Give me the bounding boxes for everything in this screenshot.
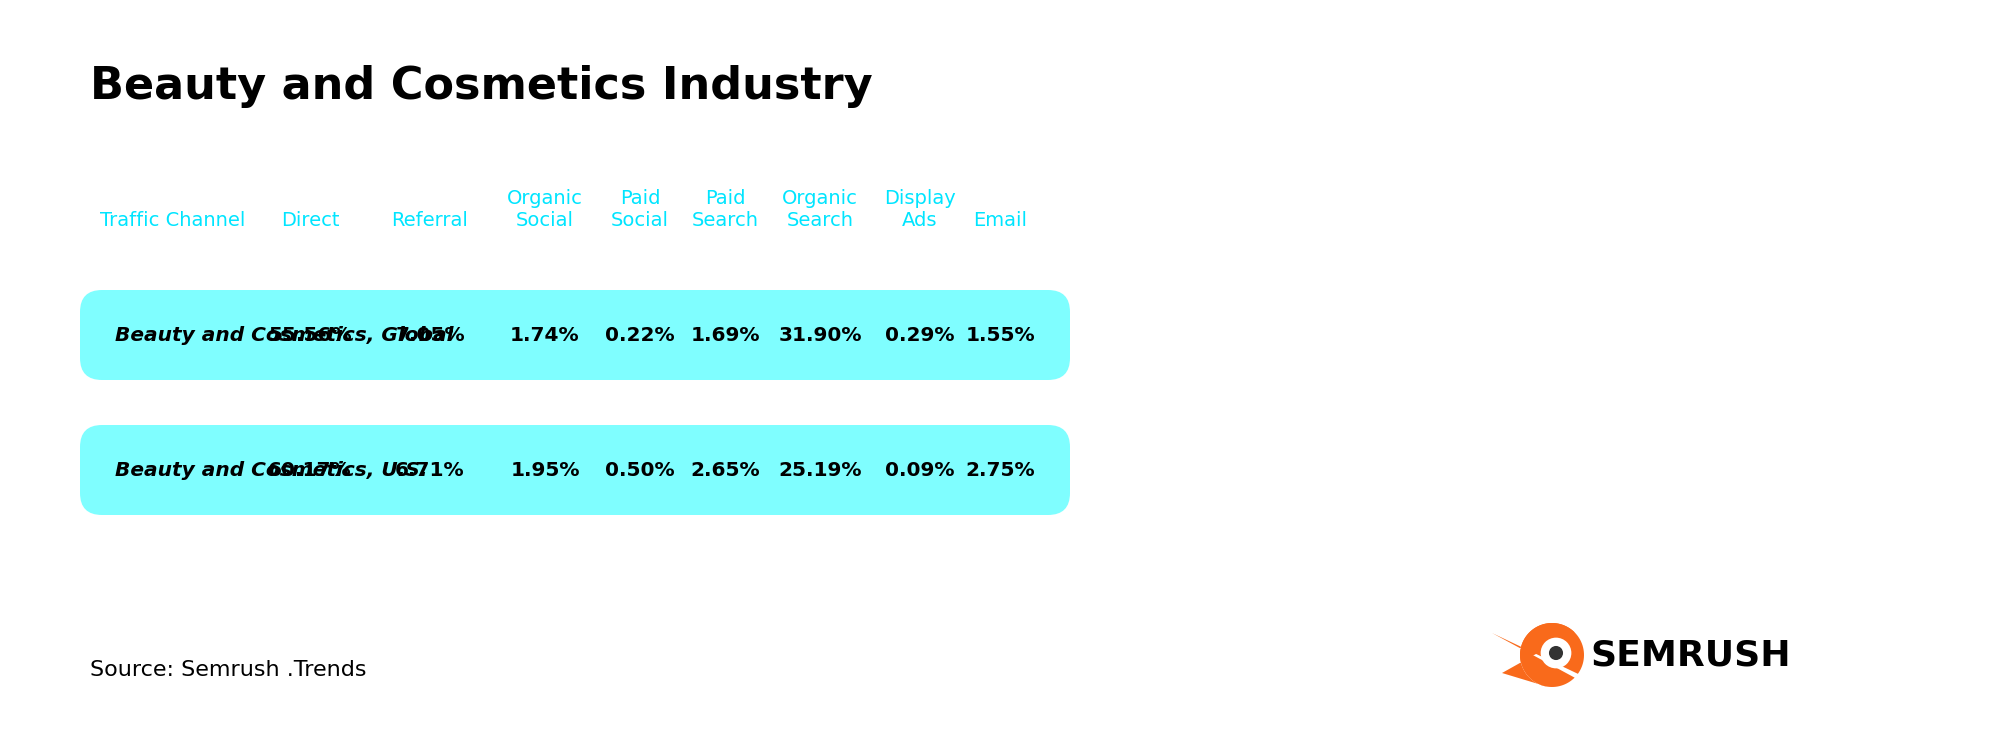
Text: Direct: Direct	[280, 211, 340, 230]
Circle shape	[1540, 638, 1572, 668]
Text: Traffic Channel: Traffic Channel	[100, 211, 246, 230]
Text: 1.69%: 1.69%	[690, 326, 760, 345]
FancyBboxPatch shape	[80, 290, 1070, 380]
Text: Organic
Social: Organic Social	[508, 189, 582, 230]
Text: Paid
Social: Paid Social	[612, 189, 668, 230]
Text: 0.09%: 0.09%	[886, 461, 954, 479]
Text: Beauty and Cosmetics, U.S.: Beauty and Cosmetics, U.S.	[116, 461, 428, 479]
Text: Referral: Referral	[392, 211, 468, 230]
Text: 1.74%: 1.74%	[510, 326, 580, 345]
Text: Source: Semrush .Trends: Source: Semrush .Trends	[90, 660, 366, 680]
Text: 2.75%: 2.75%	[966, 461, 1034, 479]
Text: Beauty and Cosmetics, Global: Beauty and Cosmetics, Global	[116, 326, 454, 345]
Text: 1.95%: 1.95%	[510, 461, 580, 479]
FancyBboxPatch shape	[80, 425, 1070, 515]
Text: Organic
Search: Organic Search	[782, 189, 858, 230]
Text: 1.55%: 1.55%	[966, 326, 1034, 345]
Polygon shape	[1492, 623, 1584, 687]
Text: 25.19%: 25.19%	[778, 461, 862, 479]
Text: 0.29%: 0.29%	[886, 326, 954, 345]
Text: Display
Ads: Display Ads	[884, 189, 956, 230]
Text: Paid
Search: Paid Search	[692, 189, 758, 230]
Text: 55.56%: 55.56%	[268, 326, 352, 345]
Polygon shape	[1502, 623, 1574, 686]
Text: 2.65%: 2.65%	[690, 461, 760, 479]
Text: Beauty and Cosmetics Industry: Beauty and Cosmetics Industry	[90, 65, 872, 108]
Text: 60.17%: 60.17%	[268, 461, 352, 479]
Text: 7.05%: 7.05%	[396, 326, 464, 345]
Text: 0.50%: 0.50%	[606, 461, 674, 479]
Text: SEMRUSH: SEMRUSH	[1590, 638, 1790, 672]
Circle shape	[1548, 646, 1564, 660]
Text: 0.22%: 0.22%	[606, 326, 674, 345]
Text: 31.90%: 31.90%	[778, 326, 862, 345]
Text: 6.71%: 6.71%	[396, 461, 464, 479]
Text: Email: Email	[972, 211, 1028, 230]
